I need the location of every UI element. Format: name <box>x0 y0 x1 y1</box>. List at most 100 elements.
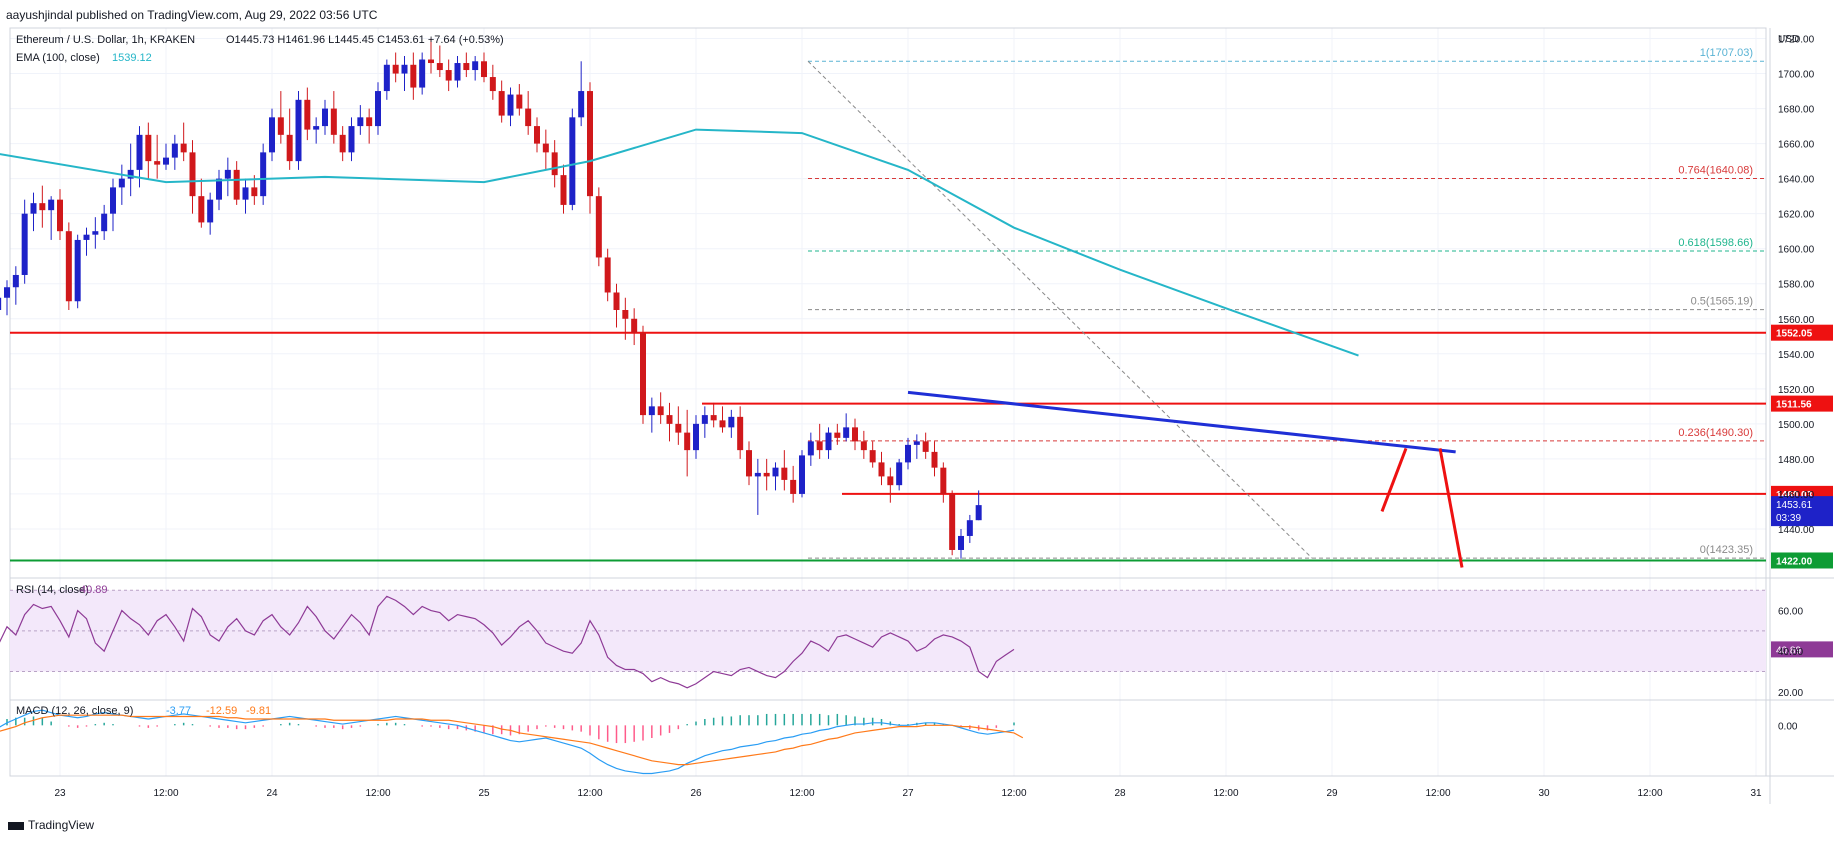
candle-up <box>648 406 655 416</box>
candle-down <box>428 59 434 64</box>
level-tag <box>1771 552 1833 569</box>
pane-separators <box>9 27 1834 804</box>
macd-pane: MACD (12, 26, close, 9) -3.77 -12.59 -9.81 <box>0 705 1024 775</box>
time-tick-label: 12:00 <box>365 788 390 799</box>
candle-down <box>737 416 744 451</box>
candle-down <box>436 63 443 71</box>
candle-down <box>613 292 620 311</box>
candle-down <box>631 318 638 333</box>
candle-up <box>216 178 222 200</box>
fib-label: 0.5(1565.19) <box>1691 296 1753 308</box>
macd-legend-label: MACD (12, 26, close, 9) <box>16 705 133 717</box>
price-tick-label: 1460.00 <box>1778 490 1815 501</box>
candle-up <box>958 535 964 550</box>
candle-up <box>454 63 461 81</box>
fibonacci-levels: 1(1707.03) 0.764(1640.08) 0.618(1598.66) 0.… <box>807 47 1766 559</box>
candle-down <box>542 143 549 153</box>
candle-up <box>322 108 328 127</box>
candle-up <box>701 415 708 424</box>
candle-up <box>110 187 116 214</box>
candle-down <box>251 187 258 197</box>
candle-down <box>366 117 373 127</box>
time-tick-label: 12:00 <box>1425 788 1450 799</box>
candle-down <box>339 134 346 153</box>
candle-down <box>887 476 894 486</box>
price-tick-label: 1660.00 <box>1778 140 1815 151</box>
ema-series <box>0 128 1359 357</box>
candle-down <box>551 152 558 176</box>
candle-up <box>348 126 355 153</box>
ema-legend-label: EMA (100, close) <box>16 52 100 64</box>
macd-legend-value: -9.81 <box>246 705 271 717</box>
candle-down <box>640 332 646 416</box>
price-axis[interactable]: USD 1440.00 1460.00 1480.00 1500.00 1520.00 15… <box>1778 34 1815 732</box>
candle-up <box>224 169 231 179</box>
level-tag-label: 1511.56 <box>1776 400 1812 411</box>
current-price-label: 1453.61 <box>1776 500 1813 511</box>
candle-up <box>127 169 134 179</box>
ema-line <box>0 128 1359 357</box>
time-tick-label: 26 <box>690 788 702 799</box>
level-tag <box>1771 324 1833 341</box>
candle-up <box>728 416 735 428</box>
trendline <box>907 390 1456 454</box>
candle-down <box>675 423 682 433</box>
time-axis[interactable]: 23 12:00 24 12:00 25 12:00 26 12:00 27 12:00 28 12:… <box>54 788 1762 799</box>
candle-down <box>834 432 841 438</box>
candle-up <box>83 234 90 240</box>
time-tick-label: 27 <box>902 788 914 799</box>
candle-down <box>931 451 938 468</box>
candle-down <box>710 415 717 421</box>
time-tick-label: 23 <box>54 788 66 799</box>
candle-down <box>463 63 470 71</box>
rsi-value-tag-label: 40.89 <box>1776 645 1801 656</box>
candle-down <box>233 169 240 200</box>
candle-up <box>48 199 55 211</box>
candle-up <box>92 231 99 235</box>
candle-up <box>754 472 761 477</box>
candle-up <box>825 432 832 451</box>
candle-down <box>763 472 770 477</box>
time-tick-label: 29 <box>1326 788 1338 799</box>
time-tick-label: 12:00 <box>1637 788 1662 799</box>
time-tick-label: 25 <box>478 788 490 799</box>
candle-down <box>860 441 867 451</box>
rsi-line <box>0 595 1015 689</box>
brand-label: TradingView <box>28 818 95 832</box>
candle-up <box>357 117 364 127</box>
price-tick-label: 1520.00 <box>1778 385 1815 396</box>
rsi-legend-label: RSI (14, close) <box>16 584 89 596</box>
macd-tick-label: 0.00 <box>1778 721 1798 732</box>
candle-down <box>560 175 567 205</box>
candle-down <box>392 64 399 74</box>
macd-legend-value: -3.77 <box>166 705 191 717</box>
annotations <box>907 390 1464 568</box>
candle-up <box>4 287 10 298</box>
candle-up <box>171 143 178 158</box>
price-tick-label: 1480.00 <box>1778 455 1815 466</box>
candle-down <box>595 196 602 258</box>
candle-up <box>799 455 805 494</box>
candle-up <box>12 274 19 288</box>
level-tag-label: 1552.05 <box>1776 329 1813 340</box>
fib-label: 0.764(1640.08) <box>1678 164 1753 176</box>
candle-down <box>922 441 929 452</box>
candle-up <box>578 91 585 118</box>
time-tick-label: 12:00 <box>1213 788 1238 799</box>
candle-down <box>878 462 885 477</box>
candle-up <box>295 99 302 162</box>
candle-down <box>604 257 611 293</box>
candle-down <box>949 493 956 550</box>
axis-unit-label: USD <box>1778 34 1799 45</box>
tradingview-logo[interactable]: TradingView <box>8 818 94 832</box>
rsi-value-tag <box>1771 641 1833 658</box>
candle-up <box>507 94 514 116</box>
time-tick-label: 12:00 <box>789 788 814 799</box>
candle-down <box>657 406 664 416</box>
candle-down <box>516 94 523 109</box>
candle-up <box>772 467 779 477</box>
candle-down <box>816 441 823 451</box>
price-tick-label: 1560.00 <box>1778 315 1815 326</box>
time-tick-label: 30 <box>1538 788 1550 799</box>
